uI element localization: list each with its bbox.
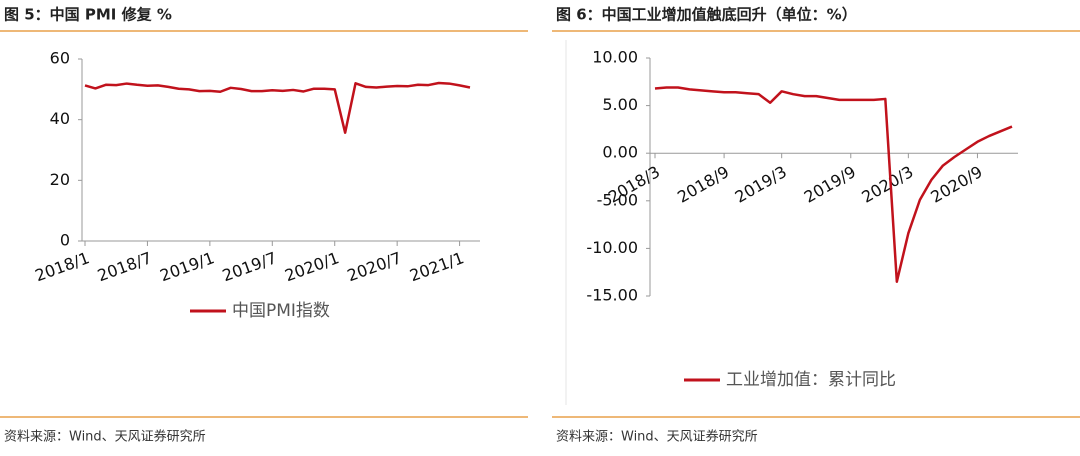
legend-label: 工业增加值：累计同比 bbox=[726, 370, 896, 390]
x-tick-label: 2018/7 bbox=[95, 248, 154, 285]
y-tick-label: 60 bbox=[50, 49, 70, 68]
x-tick-label: 2021/1 bbox=[407, 248, 466, 285]
y-tick-label: -10.00 bbox=[586, 238, 638, 257]
y-tick-label: 40 bbox=[50, 109, 70, 128]
line-series bbox=[84, 81, 471, 134]
x-tick-label: 2018/1 bbox=[33, 248, 92, 285]
x-tick-label: 2019/9 bbox=[801, 162, 859, 207]
y-tick-label: -15.00 bbox=[586, 286, 638, 305]
y-tick-label: 0 bbox=[60, 231, 70, 250]
source: 资料来源：Wind、天风证券研究所 bbox=[4, 429, 206, 445]
x-tick-label: 2018/9 bbox=[674, 162, 732, 207]
y-tick-label: 5.00 bbox=[602, 95, 638, 114]
x-tick-label: 2019/3 bbox=[732, 162, 790, 207]
chart-title: 图 6：中国工业增加值触底回升（单位：%） bbox=[556, 6, 857, 24]
x-tick-label: 2020/9 bbox=[927, 162, 985, 207]
y-tick-label: -5.00 bbox=[597, 190, 638, 209]
y-tick-label: 20 bbox=[50, 170, 70, 189]
x-tick-label: 2020/3 bbox=[858, 162, 916, 207]
line-series bbox=[654, 86, 1013, 283]
legend-label: 中国PMI指数 bbox=[232, 301, 330, 321]
y-tick-label: 10.00 bbox=[592, 48, 638, 67]
y-tick-label: 0.00 bbox=[602, 143, 638, 162]
source: 资料来源：Wind、天风证券研究所 bbox=[556, 429, 758, 445]
x-tick-label: 2019/7 bbox=[220, 248, 279, 285]
x-tick-label: 2019/1 bbox=[157, 248, 216, 285]
x-tick-label: 2020/7 bbox=[345, 248, 404, 285]
x-tick-label: 2020/1 bbox=[282, 248, 341, 285]
chart-title: 图 5：中国 PMI 修复 % bbox=[4, 6, 172, 24]
